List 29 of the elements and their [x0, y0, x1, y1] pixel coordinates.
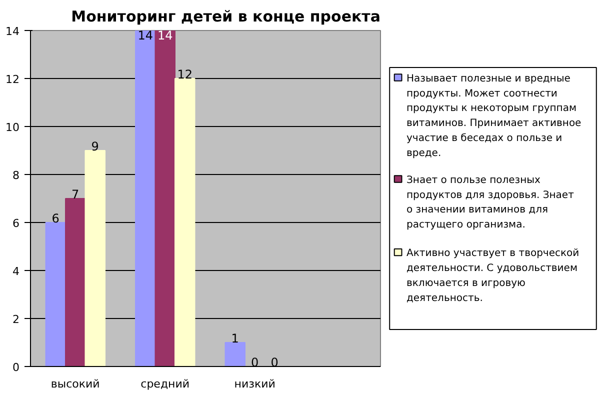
y-tick-label: 6: [12, 217, 20, 230]
x-tick-label: низкий: [234, 378, 276, 390]
bar: [45, 222, 66, 366]
legend-label: Называет полезные и вредные продукты. Может соотнести продукты к некоторым группам витаминов. Принимает активное участие в беседах о пользе и вреде.: [406, 74, 582, 159]
x-tick-label: высокий: [50, 378, 100, 390]
legend-label: Знает о пользе полезных продуктов для здоровья. Знает о значении витаминов для растущего организма.: [406, 174, 574, 231]
chart-title: Мониторинг детей в конце проекта: [71, 8, 381, 26]
y-tick-label: 14: [6, 25, 20, 38]
y-tick-label: 10: [6, 121, 20, 134]
legend-label: Активно участвует в творческой деятельности. С удовольствием включается в игровую деятельность.: [406, 248, 580, 304]
data-label: 7: [72, 188, 80, 202]
bar: [135, 30, 156, 366]
data-label: 9: [91, 140, 99, 154]
data-label: 6: [52, 212, 60, 226]
y-tick-label: 12: [6, 73, 20, 86]
data-label: 14: [138, 28, 154, 42]
bar: [84, 150, 106, 366]
y-tick-label: 8: [12, 169, 20, 182]
data-label: 12: [177, 68, 193, 82]
bar: [224, 342, 246, 366]
data-label: 1: [231, 332, 239, 346]
bar: [65, 198, 86, 366]
y-tick-label: 4: [12, 265, 20, 278]
x-tick-label: средний: [140, 378, 190, 390]
y-tick-label: 0: [12, 361, 20, 374]
data-label: 14: [157, 28, 173, 42]
y-tick-label: 2: [12, 313, 20, 326]
bar: [154, 30, 176, 366]
bar: [174, 78, 196, 366]
